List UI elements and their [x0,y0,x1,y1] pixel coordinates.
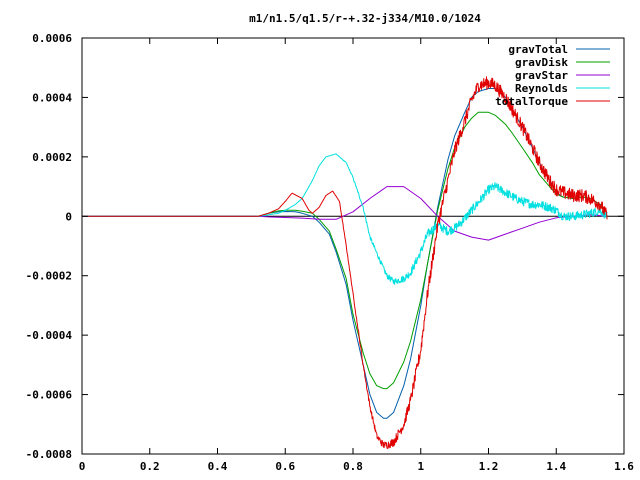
y-tick-label: 0.0002 [32,151,72,164]
series-line-gravstar [82,186,608,241]
y-axis: -0.0008 -0.0006 -0.0004 -0.0002 0 0.0002 0.000… [26,32,624,461]
x-tick-label: 0.4 [208,460,228,473]
y-tick-label: -0.0002 [26,270,72,283]
series-group [82,76,608,449]
y-tick-label: 0.0006 [32,32,72,45]
x-axis: 0 0.2 0.4 0.6 0.8 1 1.2 1.4 1.6 [79,38,634,473]
x-tick-label: 0.6 [275,460,295,473]
legend-label-gravstar: gravStar [515,69,568,82]
series-line-reynolds [82,153,608,285]
legend-label-totaltorque: totalTorque [495,95,568,108]
y-tick-label: -0.0006 [26,389,73,402]
chart-title: m1/n1.5/q1.5/r-+.32-j334/M10.0/1024 [249,12,481,25]
legend-label-gravdisk: gravDisk [515,56,568,69]
x-tick-label: 0 [79,460,86,473]
legend-label-reynolds: Reynolds [515,82,568,95]
series-line-gravdisk [82,111,608,390]
series-line-totaltorque [82,76,608,449]
x-tick-label: 1.6 [614,460,634,473]
legend-label-gravtotal: gravTotal [508,43,568,56]
x-tick-label: 0.2 [140,460,160,473]
y-tick-label: 0.0004 [32,91,72,104]
x-tick-label: 1 [417,460,424,473]
y-tick-label: -0.0008 [26,448,72,461]
x-tick-label: 1.4 [546,460,566,473]
y-tick-label: -0.0004 [26,329,73,342]
x-tick-label: 1.2 [479,460,499,473]
x-tick-label: 0.8 [343,460,363,473]
y-tick-label: 0 [65,210,72,223]
legend: gravTotalgravDiskgravStarReynoldstotalTo… [495,43,610,108]
